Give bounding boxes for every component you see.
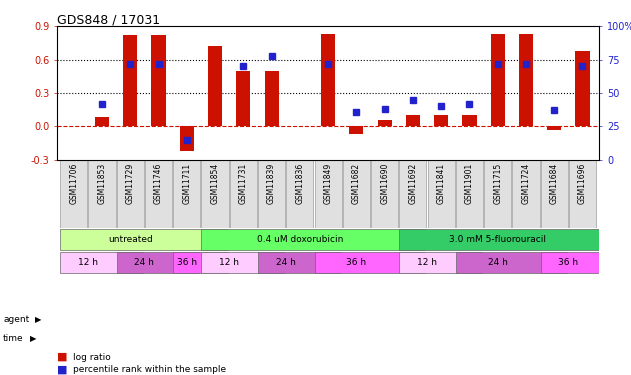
FancyBboxPatch shape <box>201 252 284 273</box>
FancyBboxPatch shape <box>258 252 341 273</box>
Text: GSM11690: GSM11690 <box>380 163 389 204</box>
Bar <box>321 34 335 126</box>
FancyBboxPatch shape <box>371 160 398 228</box>
FancyBboxPatch shape <box>428 160 455 228</box>
FancyBboxPatch shape <box>512 160 540 228</box>
Text: GSM11711: GSM11711 <box>182 163 191 204</box>
Text: GDS848 / 17031: GDS848 / 17031 <box>57 13 160 26</box>
Text: GSM11839: GSM11839 <box>267 163 276 204</box>
Bar <box>350 126 363 134</box>
Text: 36 h: 36 h <box>558 258 579 267</box>
Bar <box>123 35 138 126</box>
Bar <box>151 35 165 126</box>
Text: 12 h: 12 h <box>417 258 437 267</box>
Bar <box>463 115 476 126</box>
Bar <box>519 34 533 126</box>
Text: GSM11706: GSM11706 <box>69 163 78 204</box>
FancyBboxPatch shape <box>117 160 144 228</box>
Bar <box>547 126 562 129</box>
FancyBboxPatch shape <box>314 160 341 228</box>
Bar <box>377 120 392 126</box>
FancyBboxPatch shape <box>201 160 228 228</box>
Text: ▶: ▶ <box>35 315 41 324</box>
Text: 36 h: 36 h <box>346 258 367 267</box>
Bar <box>208 46 222 126</box>
FancyBboxPatch shape <box>258 160 285 228</box>
Text: log ratio: log ratio <box>73 352 110 362</box>
Text: percentile rank within the sample: percentile rank within the sample <box>73 365 226 374</box>
Text: agent: agent <box>3 315 30 324</box>
FancyBboxPatch shape <box>484 160 511 228</box>
FancyBboxPatch shape <box>286 160 314 228</box>
Bar <box>236 70 251 126</box>
FancyBboxPatch shape <box>60 229 228 250</box>
FancyBboxPatch shape <box>399 160 427 228</box>
FancyBboxPatch shape <box>541 160 568 228</box>
FancyBboxPatch shape <box>174 160 201 228</box>
FancyBboxPatch shape <box>60 252 143 273</box>
Text: GSM11841: GSM11841 <box>437 163 445 204</box>
FancyBboxPatch shape <box>456 252 567 273</box>
FancyBboxPatch shape <box>60 160 87 228</box>
Text: GSM11849: GSM11849 <box>324 163 333 204</box>
Text: 12 h: 12 h <box>219 258 239 267</box>
Text: 12 h: 12 h <box>78 258 98 267</box>
FancyBboxPatch shape <box>145 160 172 228</box>
FancyBboxPatch shape <box>230 160 257 228</box>
Text: GSM11836: GSM11836 <box>295 163 304 204</box>
Bar <box>491 34 505 126</box>
Text: GSM11731: GSM11731 <box>239 163 248 204</box>
Text: GSM11729: GSM11729 <box>126 163 135 204</box>
Text: GSM11901: GSM11901 <box>465 163 474 204</box>
Bar <box>575 51 589 126</box>
Text: GSM11692: GSM11692 <box>408 163 418 204</box>
FancyBboxPatch shape <box>343 160 370 228</box>
Text: GSM11715: GSM11715 <box>493 163 502 204</box>
Text: ■: ■ <box>57 364 68 374</box>
Text: 24 h: 24 h <box>276 258 296 267</box>
FancyBboxPatch shape <box>117 252 199 273</box>
FancyBboxPatch shape <box>314 252 425 273</box>
Text: untreated: untreated <box>108 235 153 244</box>
FancyBboxPatch shape <box>201 229 425 250</box>
Text: 3.0 mM 5-fluorouracil: 3.0 mM 5-fluorouracil <box>449 235 546 244</box>
FancyBboxPatch shape <box>174 252 228 273</box>
Text: GSM11682: GSM11682 <box>352 163 361 204</box>
Text: ■: ■ <box>57 352 68 362</box>
Bar <box>180 126 194 151</box>
Bar <box>95 117 109 126</box>
FancyBboxPatch shape <box>569 160 596 228</box>
Text: GSM11724: GSM11724 <box>521 163 531 204</box>
Text: GSM11854: GSM11854 <box>211 163 220 204</box>
Text: GSM11684: GSM11684 <box>550 163 558 204</box>
FancyBboxPatch shape <box>399 252 482 273</box>
FancyBboxPatch shape <box>456 160 483 228</box>
Bar <box>264 70 279 126</box>
Bar <box>434 115 448 126</box>
Text: 36 h: 36 h <box>177 258 197 267</box>
FancyBboxPatch shape <box>88 160 115 228</box>
Text: GSM11746: GSM11746 <box>154 163 163 204</box>
FancyBboxPatch shape <box>399 229 623 250</box>
Text: ▶: ▶ <box>30 334 37 343</box>
Text: GSM11696: GSM11696 <box>578 163 587 204</box>
Text: 24 h: 24 h <box>134 258 155 267</box>
Bar <box>406 115 420 126</box>
Text: GSM11853: GSM11853 <box>98 163 107 204</box>
FancyBboxPatch shape <box>541 252 623 273</box>
Text: 24 h: 24 h <box>488 258 507 267</box>
Text: 0.4 uM doxorubicin: 0.4 uM doxorubicin <box>257 235 343 244</box>
Text: time: time <box>3 334 24 343</box>
